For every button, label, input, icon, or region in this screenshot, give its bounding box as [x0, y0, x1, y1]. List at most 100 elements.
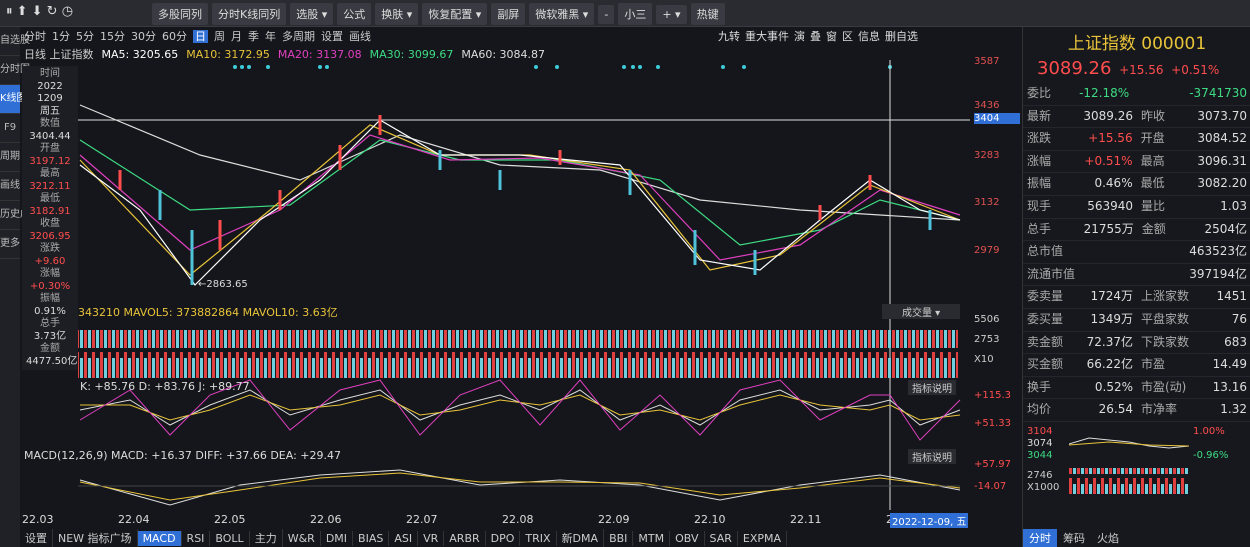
quote-tab[interactable]: 分时: [1023, 529, 1057, 547]
period[interactable]: 画线: [349, 30, 371, 43]
candles: [118, 115, 932, 285]
indicator-tab[interactable]: DPO: [486, 531, 521, 546]
indicator-tab[interactable]: SAR: [705, 531, 738, 546]
indicator-tab[interactable]: BBI: [604, 531, 634, 546]
mini-tick: X1000: [1027, 481, 1060, 493]
period[interactable]: 30分: [131, 30, 156, 43]
period[interactable]: 季: [248, 30, 259, 43]
axis-tick: +57.97: [974, 459, 1012, 470]
side-tab[interactable]: 历史成交: [0, 201, 40, 230]
toolbar-button[interactable]: 热键: [690, 3, 725, 25]
indicator-tab[interactable]: 新DMA: [557, 529, 605, 547]
axis-tick: -14.07: [974, 481, 1007, 492]
quote-cell: 1.03: [1220, 198, 1247, 213]
quote-cell: 金额: [1141, 221, 1166, 236]
quote-tab[interactable]: 火焰: [1097, 532, 1119, 545]
indicator-tab[interactable]: ASI: [389, 531, 419, 546]
mini-tick: 3044: [1027, 449, 1053, 461]
side-tab[interactable]: F9: [0, 114, 20, 143]
quote-cell: 683: [1224, 334, 1247, 349]
period[interactable]: 年: [265, 30, 276, 43]
info-value: +9.60: [34, 255, 66, 267]
quote-change: +15.56: [1119, 63, 1164, 77]
tool[interactable]: 重大事件: [745, 30, 789, 43]
quote-cell: 21755万: [1083, 221, 1134, 236]
indicator-tab[interactable]: 设置: [20, 529, 53, 547]
macd-help[interactable]: 指标说明: [908, 449, 956, 464]
tool[interactable]: 九转: [718, 30, 740, 43]
toolbar-button[interactable]: 小三: [618, 3, 653, 25]
crosshair-info: 时间 2022 1209 周五 数值 3404.44 开盘 3197.12 最高 3212.11 最…: [22, 66, 78, 370]
indicator-tab[interactable]: DMI: [321, 531, 354, 546]
period[interactable]: 设置: [321, 30, 343, 43]
period[interactable]: 周: [214, 30, 225, 43]
tool[interactable]: 信息: [858, 30, 880, 43]
quote-cell: 市净率: [1141, 402, 1178, 417]
toolbar-button[interactable]: 微软雅黑 ▾: [529, 3, 595, 25]
period[interactable]: 60分: [162, 30, 187, 43]
mini-tick: 3104: [1027, 425, 1053, 437]
price-tick: 3587: [974, 56, 1000, 67]
nav-icons[interactable]: ⏸ ⬆ ⬇ ↻ ◷: [6, 4, 74, 19]
quote-cell: [1132, 264, 1185, 286]
quote-panel: 上证指数 000001 3089.26 +15.56 +0.51% 委比 -12.…: [1022, 27, 1250, 547]
period[interactable]: 1分: [52, 30, 70, 43]
indicator-tab[interactable]: VR: [418, 531, 445, 546]
indicator-tab[interactable]: TRIX: [520, 531, 557, 546]
indicator-tab[interactable]: ARBR: [444, 531, 486, 546]
indicator-tab[interactable]: NEW 指标广场: [53, 529, 138, 547]
quote-row: 换手 0.52% 市盈(动) 13.16: [1023, 377, 1250, 400]
x-tick: 22.03: [22, 513, 54, 526]
quote-row: 总手 21755万 金额 2504亿: [1023, 219, 1250, 242]
side-tab[interactable]: 自选股: [0, 27, 30, 56]
period[interactable]: 5分: [76, 30, 94, 43]
indicator-tab[interactable]: BOLL: [210, 531, 250, 546]
side-tab[interactable]: 更多: [0, 230, 20, 259]
period[interactable]: 多周期: [282, 30, 315, 43]
period[interactable]: 15分: [100, 30, 125, 43]
tool[interactable]: 演: [794, 30, 805, 43]
indicator-tab[interactable]: MACD: [137, 531, 182, 546]
tool[interactable]: 删自选: [885, 30, 918, 43]
period[interactable]: 日: [193, 30, 208, 43]
x-tick: 22.06: [310, 513, 342, 526]
volume-selector[interactable]: 成交量 ▾: [882, 304, 961, 319]
toolbar-button[interactable]: 分时K线同列: [212, 3, 287, 25]
indicator-tab[interactable]: RSI: [182, 531, 211, 546]
toolbar-button[interactable]: 副屏: [491, 3, 526, 25]
tool[interactable]: 区: [842, 30, 853, 43]
x-tick: 22.05: [214, 513, 246, 526]
indicator-tab[interactable]: 主力: [250, 529, 283, 547]
indicator-tab[interactable]: MTM: [633, 531, 671, 546]
tool[interactable]: 窗: [826, 30, 837, 43]
quote-row: 振幅 0.46% 最低 3082.20: [1023, 173, 1250, 196]
quote-cell: 委买量: [1027, 311, 1064, 326]
quote-tab[interactable]: 筹码: [1063, 532, 1085, 545]
side-tab[interactable]: 分时图: [0, 56, 30, 85]
indicator-tab[interactable]: BIAS: [353, 531, 390, 546]
quote-cell: 昨收: [1141, 108, 1166, 123]
indicator-tab[interactable]: OBV: [670, 531, 705, 546]
toolbar-button[interactable]: 选股 ▾: [290, 3, 334, 25]
kdj-help[interactable]: 指标说明: [908, 380, 956, 395]
quote-cell: 市盈(动): [1141, 379, 1187, 394]
side-tab[interactable]: K线图: [0, 85, 27, 114]
quote-cell: -3741730: [1189, 86, 1247, 100]
side-tab[interactable]: 周期: [0, 143, 20, 172]
indicator-tab[interactable]: EXPMA: [738, 531, 788, 546]
quote-cell: 市盈: [1141, 357, 1166, 372]
toolbar-button[interactable]: 换肤 ▾: [375, 3, 419, 25]
toolbar-button[interactable]: + ▾: [656, 5, 687, 24]
side-tab[interactable]: 画线: [0, 172, 20, 201]
period[interactable]: 分时: [24, 30, 46, 43]
toolbar-button[interactable]: 恢复配置 ▾: [422, 3, 488, 25]
toolbar-button[interactable]: 多股同列: [152, 3, 208, 25]
x-axis: 22.03 22.04 22.05 22.06 22.07 22.08 22.09 22.10…: [0, 513, 1000, 527]
period[interactable]: 月: [231, 30, 242, 43]
tool[interactable]: 叠: [810, 30, 821, 43]
indicator-tab[interactable]: W&R: [283, 531, 321, 546]
quote-row: 委买量 1349万 平盘家数 76: [1023, 309, 1250, 332]
toolbar-button[interactable]: 公式: [337, 3, 372, 25]
toolbar-button[interactable]: -: [598, 5, 615, 24]
quote-cell: 涨幅: [1027, 153, 1052, 168]
